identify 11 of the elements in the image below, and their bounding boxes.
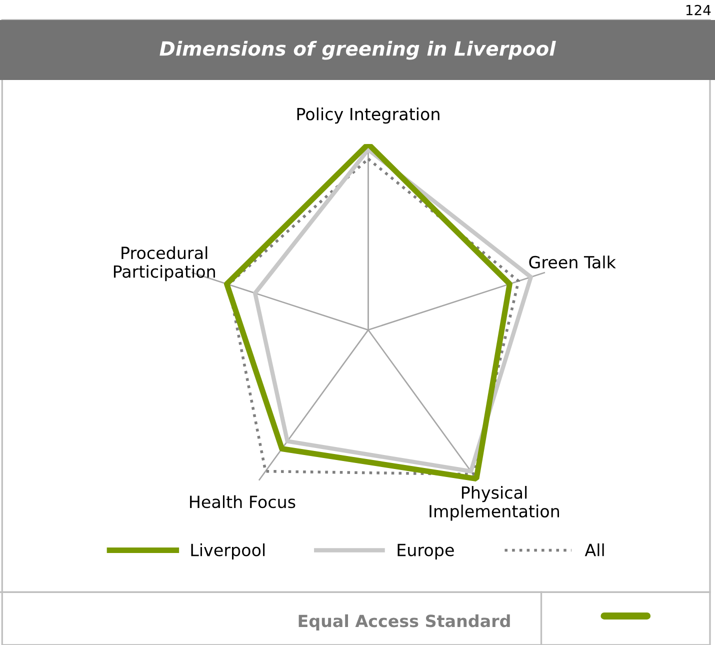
spoke-label: Procedural Participation	[114, 246, 215, 282]
spoke-label: Physical Implementation	[430, 486, 559, 521]
chart-title: Dimensions of greening in Liverpool	[160, 40, 556, 60]
spoke-label: Policy Integration	[297, 107, 440, 124]
legend-label: All	[584, 543, 604, 556]
legend-label: Liverpool	[191, 543, 265, 560]
text: Equal Access Standard	[298, 614, 510, 630]
spoke-label: Green Talk	[529, 256, 616, 269]
legend-label: Europe	[398, 544, 454, 560]
text: 124	[686, 4, 711, 16]
spoke-label: Health Focus	[190, 495, 296, 508]
